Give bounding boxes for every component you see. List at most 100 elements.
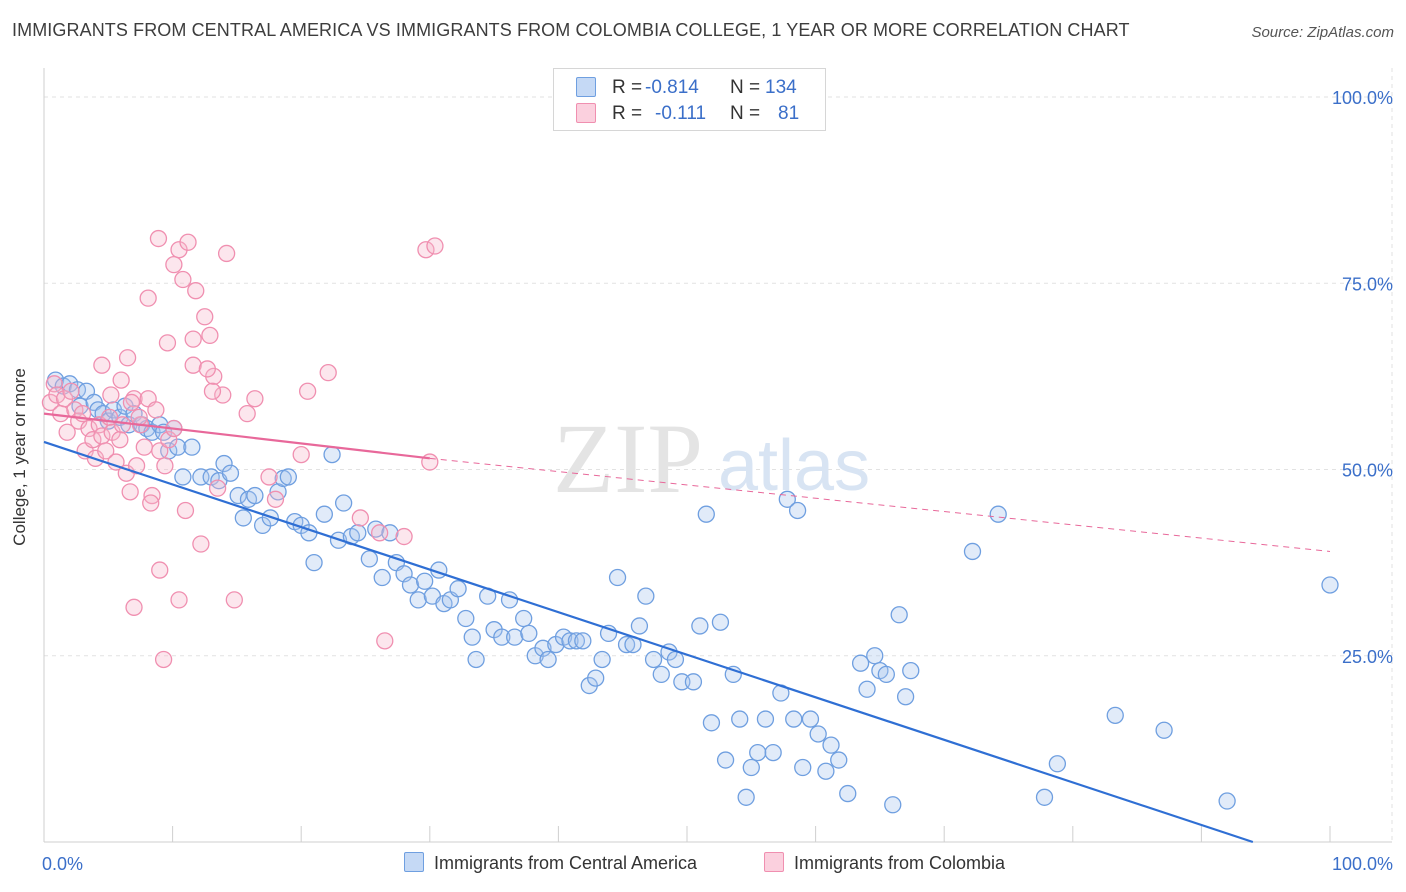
data-point xyxy=(574,632,592,650)
data-point xyxy=(515,609,533,628)
data-point xyxy=(84,431,102,449)
series-colombia xyxy=(41,229,444,669)
data-point xyxy=(174,468,192,486)
bottom-legend-central-america: Immigrants from Central America xyxy=(404,852,697,874)
data-point xyxy=(217,244,236,263)
data-point xyxy=(463,628,481,646)
data-point xyxy=(785,710,803,728)
data-point xyxy=(260,468,278,486)
data-point xyxy=(125,598,143,616)
data-point xyxy=(963,542,982,561)
data-point xyxy=(630,617,649,635)
data-point xyxy=(174,270,192,289)
data-point xyxy=(176,501,195,520)
legend-swatch-blue xyxy=(576,77,596,97)
legend-n-label: N = xyxy=(730,103,761,124)
data-point xyxy=(809,725,827,743)
data-point xyxy=(201,326,219,345)
data-point xyxy=(567,632,586,650)
data-point xyxy=(788,501,807,520)
data-point xyxy=(315,505,333,523)
data-point xyxy=(214,386,232,404)
data-point xyxy=(246,486,264,505)
data-point xyxy=(902,662,920,680)
series-central-america xyxy=(46,371,1339,814)
watermark-atlas: atlas xyxy=(718,426,870,506)
legend-n-label: N = xyxy=(730,77,761,98)
data-point xyxy=(149,229,168,248)
data-point xyxy=(457,609,475,628)
data-point xyxy=(716,751,735,769)
data-point xyxy=(711,613,730,631)
data-point xyxy=(1218,792,1236,810)
data-point xyxy=(97,442,115,460)
data-point xyxy=(62,382,80,400)
data-point xyxy=(617,635,636,654)
data-point xyxy=(1155,721,1173,739)
bottom-legend-swatch-pink xyxy=(764,852,784,872)
data-point xyxy=(637,587,655,605)
data-point xyxy=(142,494,160,512)
data-point xyxy=(135,438,153,456)
data-point xyxy=(467,650,485,669)
data-point xyxy=(93,356,111,374)
data-point xyxy=(416,572,434,590)
data-point xyxy=(884,796,902,814)
trend-line-colombia xyxy=(43,412,430,460)
data-point xyxy=(305,553,323,572)
data-point xyxy=(160,431,178,449)
data-point xyxy=(608,568,627,587)
data-point xyxy=(851,654,870,672)
legend-r-label: R = xyxy=(612,103,643,124)
data-point xyxy=(208,479,227,497)
chart-title: IMMIGRANTS FROM CENTRAL AMERICA VS IMMIG… xyxy=(12,20,1130,40)
data-point xyxy=(203,382,222,400)
data-point xyxy=(111,431,129,449)
data-point xyxy=(561,632,579,650)
data-point xyxy=(493,628,511,646)
data-point xyxy=(139,289,157,307)
data-point xyxy=(877,665,895,684)
data-point xyxy=(102,386,120,404)
data-point xyxy=(702,714,721,732)
y-tick-label: 25.0% xyxy=(1342,647,1393,667)
data-point xyxy=(360,550,379,568)
data-point xyxy=(449,580,467,598)
data-point xyxy=(749,743,767,762)
data-point xyxy=(890,606,908,624)
data-point xyxy=(1106,706,1124,724)
data-point xyxy=(839,784,857,803)
data-point xyxy=(989,505,1007,523)
legend-r-value: -0.111 xyxy=(655,103,707,124)
data-point xyxy=(279,468,297,486)
data-point xyxy=(1035,788,1054,806)
data-point xyxy=(80,419,98,438)
data-point xyxy=(154,650,173,669)
data-point xyxy=(409,591,427,609)
data-point xyxy=(234,509,252,527)
legend-r-value: -0.814 xyxy=(645,77,699,98)
data-point xyxy=(246,390,264,408)
data-point xyxy=(691,617,709,635)
x-tick-label-min: 0.0% xyxy=(42,854,83,874)
bottom-legend-label: Immigrants from Central America xyxy=(434,853,698,873)
data-point xyxy=(417,241,435,259)
data-point xyxy=(158,334,177,352)
data-point xyxy=(866,647,884,665)
data-point xyxy=(122,393,141,412)
data-point xyxy=(184,330,202,348)
data-point xyxy=(319,363,337,382)
data-point xyxy=(376,632,394,650)
data-point xyxy=(801,710,820,728)
data-point xyxy=(292,445,310,464)
data-point xyxy=(179,233,197,251)
data-point xyxy=(147,401,165,419)
data-point xyxy=(113,416,132,434)
x-tick-label-max: 100.0% xyxy=(1332,854,1393,874)
bottom-legend-swatch-blue xyxy=(404,852,424,872)
data-point xyxy=(539,650,557,669)
data-point xyxy=(127,457,146,475)
data-point xyxy=(817,762,835,780)
data-point xyxy=(52,404,70,423)
data-point xyxy=(1048,755,1067,773)
